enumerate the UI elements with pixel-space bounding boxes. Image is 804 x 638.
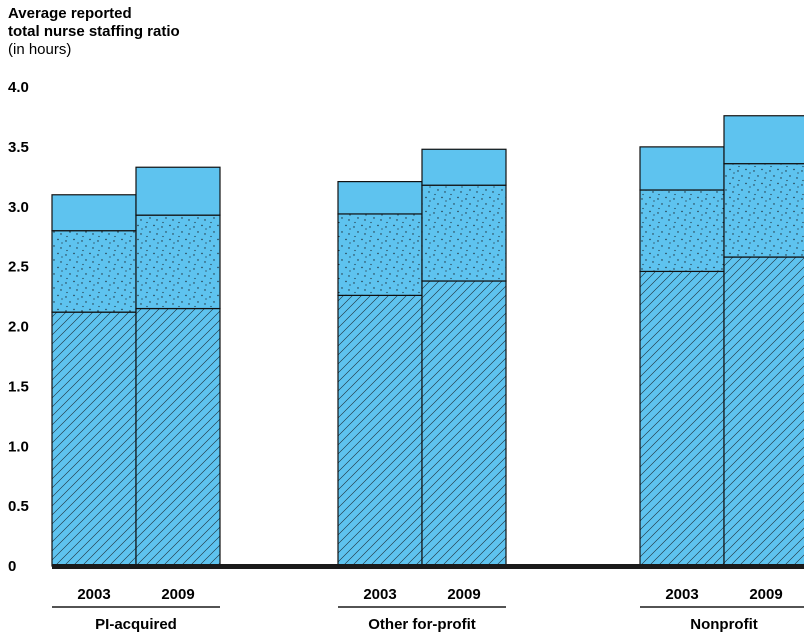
bars — [51, 115, 804, 567]
y-title-line-2: total nurse staffing ratio — [8, 23, 180, 40]
y-axis-title: Average reported total nurse staffing ra… — [8, 5, 180, 59]
x-labels: 2003 2009 PI-acquired 2003 2009 Other for-pro… — [52, 586, 804, 633]
bar-segment-hatched — [135, 307, 221, 567]
y-tick-labels: 0 0.5 1.0 1.5 2.0 2.5 3.0 3.5 4.0 — [8, 79, 29, 575]
y-tick-label: 3.0 — [8, 199, 29, 216]
bar-segment-dotted — [723, 163, 804, 258]
bar-segment-hatched — [51, 311, 137, 567]
y-tick-label: 3.5 — [8, 139, 29, 156]
bar-segment-solid — [337, 181, 423, 215]
bar-segment-solid — [421, 148, 507, 186]
y-tick-label: 4.0 — [8, 79, 29, 96]
y-tick-label: 2.5 — [8, 259, 29, 276]
x-year-label: 2009 — [161, 586, 194, 603]
x-group-label: Other for-profit — [368, 616, 475, 633]
bar-segment-dotted — [135, 214, 221, 310]
x-axis-baseline — [52, 564, 804, 569]
x-year-label: 2009 — [749, 586, 782, 603]
y-tick-label: 0.5 — [8, 498, 29, 515]
bar-segment-solid — [723, 115, 804, 165]
bar-segment-solid — [51, 194, 137, 232]
bar-segment-hatched — [337, 294, 423, 567]
bar-segment-dotted — [639, 189, 725, 273]
x-year-label: 2003 — [665, 586, 698, 603]
bar-segment-dotted — [337, 213, 423, 296]
bar-segment-hatched — [421, 280, 507, 567]
y-unit-label: (in hours) — [8, 41, 72, 58]
y-tick-label: 0 — [8, 558, 16, 575]
bar-segment-solid — [135, 166, 221, 216]
y-tick-label: 2.0 — [8, 319, 29, 336]
x-year-label: 2003 — [77, 586, 110, 603]
x-year-label: 2009 — [447, 586, 480, 603]
y-tick-label: 1.0 — [8, 438, 29, 455]
x-year-label: 2003 — [363, 586, 396, 603]
x-group-label: Nonprofit — [690, 616, 757, 633]
bar-segment-dotted — [51, 230, 137, 313]
bar-segment-dotted — [421, 184, 507, 282]
y-title-line-1: Average reported — [8, 5, 132, 22]
x-group-label: PI-acquired — [95, 616, 177, 633]
bar-segment-solid — [639, 146, 725, 191]
bar-segment-hatched — [639, 270, 725, 567]
y-tick-label: 1.5 — [8, 378, 29, 395]
bar-segment-hatched — [723, 256, 804, 567]
